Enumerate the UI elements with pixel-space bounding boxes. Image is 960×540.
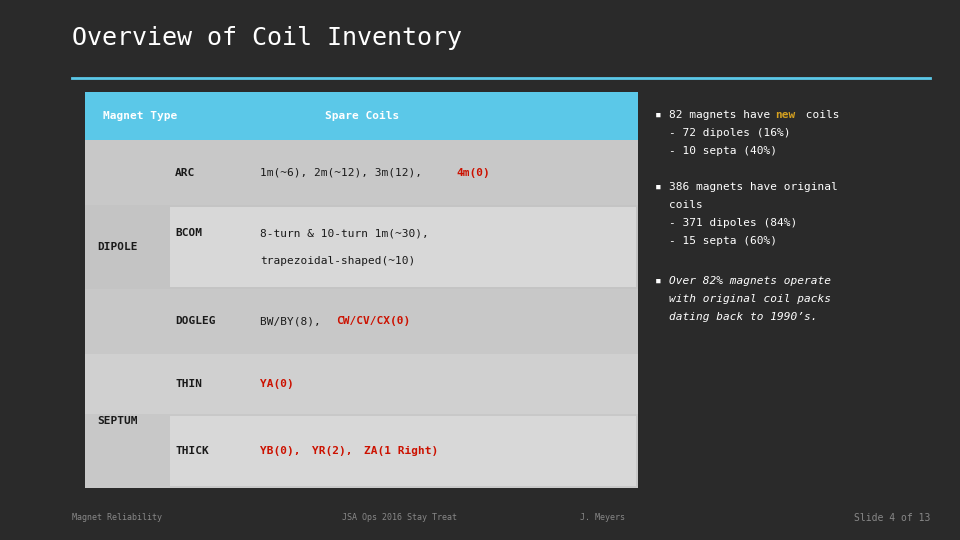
Text: 82 magnets have: 82 magnets have (669, 110, 777, 120)
Text: coils: coils (669, 200, 703, 210)
Text: JSA Ops 2016 Stay Treat: JSA Ops 2016 Stay Treat (343, 514, 458, 523)
Text: - 72 dipoles (16%): - 72 dipoles (16%) (669, 128, 790, 138)
Text: THICK: THICK (175, 446, 208, 456)
FancyBboxPatch shape (85, 354, 638, 414)
Text: 1m(~6), 2m(~12), 3m(12),: 1m(~6), 2m(~12), 3m(12), (260, 167, 429, 178)
Text: ARC: ARC (175, 167, 195, 178)
Text: dating back to 1990’s.: dating back to 1990’s. (669, 312, 818, 322)
Text: - 15 septa (60%): - 15 septa (60%) (669, 236, 777, 246)
FancyBboxPatch shape (85, 289, 638, 354)
Text: Magnet Type: Magnet Type (103, 111, 178, 121)
Text: Over 82% magnets operate: Over 82% magnets operate (669, 275, 831, 286)
FancyBboxPatch shape (85, 414, 638, 488)
Text: ▪: ▪ (655, 110, 661, 120)
Text: YB(0),: YB(0), (260, 446, 300, 456)
Text: 386 magnets have original: 386 magnets have original (669, 182, 838, 192)
Text: Spare Coils: Spare Coils (325, 111, 399, 121)
FancyBboxPatch shape (85, 205, 638, 289)
Text: BCOM: BCOM (175, 228, 202, 238)
Text: J. Meyers: J. Meyers (580, 514, 625, 523)
FancyBboxPatch shape (85, 92, 638, 488)
Text: trapezoidal-shaped(~10): trapezoidal-shaped(~10) (260, 256, 416, 266)
Text: BW/BY(8),: BW/BY(8), (260, 316, 327, 327)
Text: Overview of Coil Inventory: Overview of Coil Inventory (72, 26, 462, 50)
FancyBboxPatch shape (85, 140, 638, 205)
Text: YA(0): YA(0) (260, 379, 294, 389)
Text: ▪: ▪ (655, 275, 661, 286)
Text: ▪: ▪ (655, 182, 661, 192)
FancyBboxPatch shape (170, 416, 636, 486)
Text: - 371 dipoles (84%): - 371 dipoles (84%) (669, 218, 797, 228)
Text: 4m(0): 4m(0) (456, 167, 490, 178)
Text: Slide 4 of 13: Slide 4 of 13 (853, 513, 930, 523)
Text: CW/CV/CX(0): CW/CV/CX(0) (336, 316, 410, 327)
Text: DIPOLE: DIPOLE (97, 242, 137, 252)
Text: coils: coils (799, 110, 839, 120)
FancyBboxPatch shape (170, 205, 638, 289)
Text: YR(2),: YR(2), (312, 446, 352, 456)
Text: ZA(1 Right): ZA(1 Right) (364, 446, 439, 456)
Text: 8-turn & 10-turn 1m(~30),: 8-turn & 10-turn 1m(~30), (260, 228, 429, 238)
FancyBboxPatch shape (85, 92, 638, 140)
Text: THIN: THIN (175, 379, 202, 389)
Text: with original coil packs: with original coil packs (669, 294, 831, 303)
Text: DOGLEG: DOGLEG (175, 316, 215, 327)
Text: new: new (775, 110, 795, 120)
Text: SEPTUM: SEPTUM (97, 416, 137, 426)
FancyBboxPatch shape (170, 207, 636, 287)
Text: Magnet Reliability: Magnet Reliability (72, 514, 162, 523)
Text: - 10 septa (40%): - 10 septa (40%) (669, 146, 777, 156)
